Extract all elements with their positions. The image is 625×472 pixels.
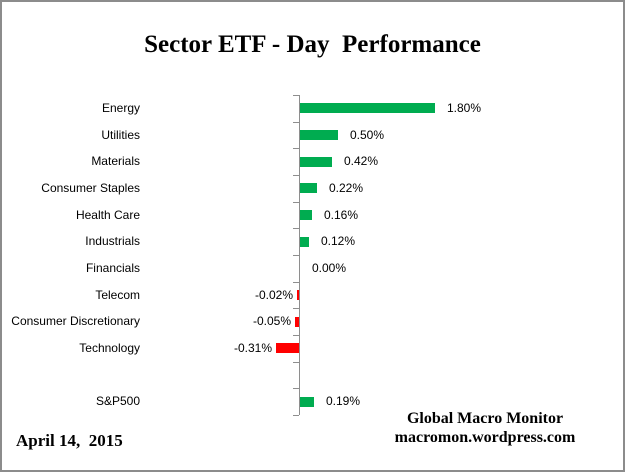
axis-tick — [293, 148, 299, 149]
axis-tick — [293, 388, 299, 389]
bar-positive — [300, 157, 332, 167]
attribution-title: Global Macro Monitor — [406, 410, 564, 427]
category-label: S&P500 — [95, 394, 140, 409]
axis-tick — [293, 282, 299, 283]
bar-positive — [300, 103, 435, 113]
date-label: April 14, 2015 — [16, 431, 123, 450]
zero-axis-line — [299, 95, 300, 415]
value-label: 0.42% — [344, 154, 379, 169]
axis-tick — [293, 228, 299, 229]
category-label: Utilities — [101, 127, 140, 142]
bar-positive — [300, 397, 314, 407]
attribution-block: Global Macro Monitor macromon.wordpress.… — [385, 409, 585, 447]
bar-negative — [295, 317, 299, 327]
value-label: -0.31% — [233, 341, 272, 355]
value-label: 0.16% — [324, 207, 359, 222]
category-label: Consumer Discretionary — [11, 314, 140, 329]
axis-tick — [293, 308, 299, 309]
category-label: Consumer Staples — [41, 181, 140, 195]
bar-positive — [300, 237, 309, 247]
category-label: Financials — [85, 261, 140, 275]
category-label: Telecom — [95, 287, 140, 302]
bar-positive — [300, 130, 338, 140]
axis-tick — [293, 122, 299, 123]
axis-tick — [293, 335, 299, 336]
axis-tick — [293, 415, 299, 416]
bar-negative — [297, 290, 299, 300]
axis-tick — [293, 175, 299, 176]
category-label: Technology — [79, 341, 140, 355]
category-label: Materials — [91, 154, 140, 169]
axis-tick — [293, 255, 299, 256]
value-label: 0.19% — [326, 394, 361, 409]
attribution-url: macromon.wordpress.com — [394, 429, 576, 446]
value-label: -0.02% — [254, 287, 293, 302]
bar-negative — [276, 343, 299, 353]
value-label: 0.00% — [312, 261, 347, 275]
value-label: 0.12% — [321, 234, 356, 249]
value-label: 1.80% — [447, 101, 482, 115]
category-label: Health Care — [75, 207, 140, 222]
category-label: Industrials — [85, 234, 140, 249]
axis-tick — [293, 95, 299, 96]
axis-tick — [293, 202, 299, 203]
value-label: -0.05% — [252, 314, 291, 329]
value-label: 0.50% — [350, 127, 385, 142]
axis-tick — [293, 362, 299, 363]
bar-positive — [300, 183, 317, 193]
bar-positive — [300, 210, 312, 220]
chart-title: Sector ETF - Day Performance — [144, 31, 481, 58]
value-label: 0.22% — [329, 181, 364, 195]
category-label: Energy — [101, 101, 140, 115]
